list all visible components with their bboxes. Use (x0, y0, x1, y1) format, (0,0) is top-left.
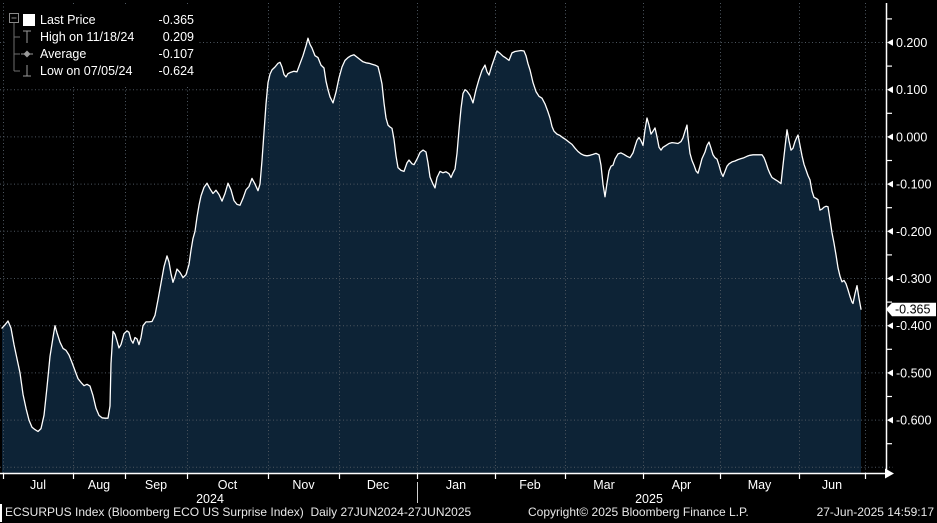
area-fill (2, 38, 861, 473)
y-tick-label: -0.100 (896, 178, 931, 192)
legend-value: -0.107 (158, 47, 194, 61)
last-price-label: -0.365 (895, 303, 930, 317)
legend-label: Last Price (40, 13, 96, 27)
x-label-aug: Aug (88, 478, 110, 492)
price-chart[interactable]: Jul Aug Sep Oct Nov Dec Jan Feb Mar Apr May Jun 2024… (0, 0, 937, 506)
legend-value: 0.209 (162, 30, 194, 44)
x-label-jul: Jul (30, 478, 46, 492)
y-tick-label: -0.300 (896, 272, 931, 286)
price-line (1, 37, 862, 433)
x-label-jun: Jun (822, 478, 842, 492)
chart-legend[interactable]: Last Price -0.365 High on 11/18/24 0.209… (6, 6, 198, 86)
y-tick-label: 0.200 (896, 36, 927, 50)
x-label-apr: Apr (672, 478, 691, 492)
x-axis-arrow-icon (885, 468, 894, 479)
y-tick-label: -0.600 (896, 414, 931, 428)
y-tick-arrow-icon (887, 180, 893, 188)
y-tick-label: 0.100 (896, 83, 927, 97)
footer-security-title: ECSURPUS Index (Bloomberg ECO US Surpris… (5, 505, 472, 519)
legend-item-average[interactable]: Average -0.107 (6, 46, 198, 62)
legend-item-last-price[interactable]: Last Price -0.365 (6, 12, 198, 28)
y-tick-arrow-icon (887, 369, 893, 377)
legend-item-low[interactable]: Low on 07/05/24 -0.624 (6, 63, 198, 79)
x-label-sep: Sep (145, 478, 167, 492)
year-label-2025: 2025 (635, 492, 663, 503)
footer-bar: ECSURPUS Index (Bloomberg ECO US Surpris… (0, 503, 937, 523)
y-tick-arrow-icon (887, 416, 893, 424)
series-swatch-icon (23, 14, 35, 26)
y-tick-label: -0.400 (896, 319, 931, 333)
y-tick-label: -0.500 (896, 366, 931, 380)
x-label-mar: Mar (593, 478, 615, 492)
y-tick-arrow-icon (887, 133, 893, 141)
footer-accent-bar (0, 504, 2, 522)
x-label-may: May (748, 478, 772, 492)
legend-value: -0.365 (158, 13, 194, 27)
y-tick-arrow-icon (887, 39, 893, 46)
x-label-feb: Feb (519, 478, 541, 492)
x-label-jan: Jan (446, 478, 466, 492)
footer-datetime: 27-Jun-2025 14:59:17 (816, 505, 934, 519)
y-tick-arrow-icon (887, 86, 893, 94)
y-tick-arrow-icon (887, 227, 893, 235)
legend-label: Low on 07/05/24 (40, 64, 133, 78)
x-label-nov: Nov (292, 478, 315, 492)
legend-value: -0.624 (158, 64, 194, 78)
legend-item-high[interactable]: High on 11/18/24 0.209 (6, 29, 198, 45)
legend-tree-icons (9, 13, 35, 77)
legend-label: Average (40, 47, 87, 61)
legend-label: High on 11/18/24 (40, 30, 135, 44)
footer-copyright: Copyright© 2025 Bloomberg Finance L.P. (528, 505, 749, 519)
y-tick-label: 0.000 (896, 130, 927, 144)
x-label-dec: Dec (367, 478, 389, 492)
last-price-marker (886, 302, 936, 317)
year-label-2024: 2024 (196, 492, 224, 503)
y-tick-arrow-icon (887, 322, 893, 330)
x-label-oct: Oct (218, 478, 238, 492)
y-tick-label: -0.200 (896, 225, 931, 239)
y-tick-arrow-icon (887, 275, 893, 282)
